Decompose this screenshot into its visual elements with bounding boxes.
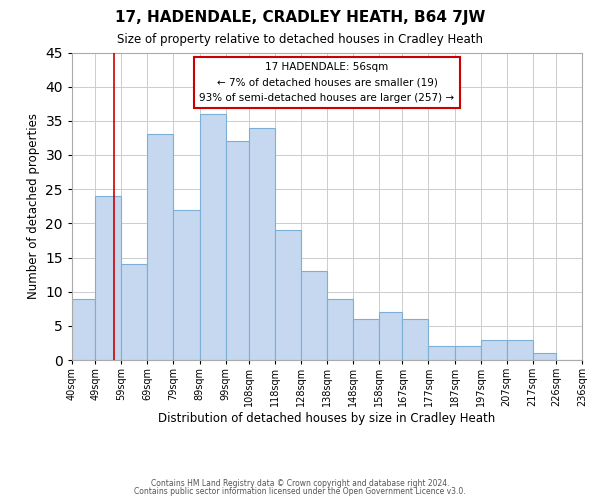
Text: Contains HM Land Registry data © Crown copyright and database right 2024.: Contains HM Land Registry data © Crown c… xyxy=(151,478,449,488)
Bar xyxy=(226,142,249,360)
Bar xyxy=(72,298,95,360)
X-axis label: Distribution of detached houses by size in Cradley Heath: Distribution of detached houses by size … xyxy=(158,412,496,425)
Bar xyxy=(533,353,556,360)
Bar xyxy=(301,271,327,360)
Y-axis label: Number of detached properties: Number of detached properties xyxy=(27,114,40,299)
Bar xyxy=(403,319,428,360)
Bar xyxy=(275,230,301,360)
Text: Size of property relative to detached houses in Cradley Heath: Size of property relative to detached ho… xyxy=(117,32,483,46)
Bar xyxy=(327,298,353,360)
Bar xyxy=(173,210,199,360)
Text: Contains public sector information licensed under the Open Government Licence v3: Contains public sector information licen… xyxy=(134,487,466,496)
Bar xyxy=(199,114,226,360)
Bar xyxy=(481,340,506,360)
Text: 17 HADENDALE: 56sqm
← 7% of detached houses are smaller (19)
93% of semi-detache: 17 HADENDALE: 56sqm ← 7% of detached hou… xyxy=(199,62,455,103)
Bar xyxy=(148,134,173,360)
Bar xyxy=(428,346,455,360)
Bar xyxy=(506,340,533,360)
Text: 17, HADENDALE, CRADLEY HEATH, B64 7JW: 17, HADENDALE, CRADLEY HEATH, B64 7JW xyxy=(115,10,485,25)
Bar xyxy=(249,128,275,360)
Bar xyxy=(353,319,379,360)
Bar xyxy=(95,196,121,360)
Bar xyxy=(379,312,403,360)
Bar xyxy=(455,346,481,360)
Bar xyxy=(121,264,148,360)
